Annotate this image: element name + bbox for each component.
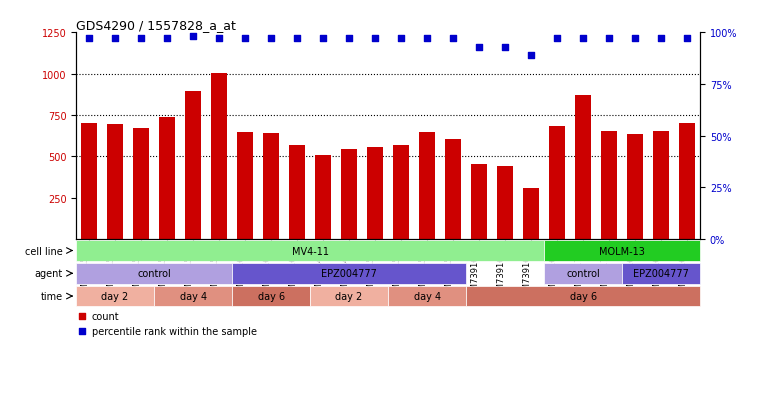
Text: EPZ004777: EPZ004777 [321,268,377,279]
Point [499,44,511,51]
Bar [471,164,487,240]
Point [655,36,667,43]
Point [291,36,303,43]
Text: day 6: day 6 [569,291,597,301]
Point [551,36,563,43]
FancyBboxPatch shape [232,263,466,284]
Point [577,36,589,43]
Point [525,52,537,59]
Point [343,36,355,43]
Point [369,36,381,43]
Bar [497,167,513,240]
Bar [212,74,227,240]
Bar [653,131,669,240]
Bar [368,148,383,240]
Text: time: time [41,291,63,301]
Text: day 2: day 2 [336,291,363,301]
Text: day 2: day 2 [101,291,129,301]
Bar [237,133,253,240]
Point [187,34,199,40]
Point [629,36,642,43]
Point [473,44,486,51]
Text: EPZ004777: EPZ004777 [633,268,689,279]
Text: agent: agent [35,268,63,279]
Bar [81,124,97,240]
FancyBboxPatch shape [154,286,232,306]
FancyBboxPatch shape [76,263,232,284]
Point [135,36,147,43]
Text: percentile rank within the sample: percentile rank within the sample [92,326,256,336]
Point [213,36,225,43]
FancyBboxPatch shape [622,263,700,284]
Bar [315,155,331,240]
Bar [419,133,435,240]
Text: cell line: cell line [25,246,63,256]
Point [603,36,615,43]
FancyBboxPatch shape [232,286,310,306]
Bar [575,96,591,240]
Point [447,36,459,43]
Bar [289,145,305,240]
Text: control: control [137,268,171,279]
Text: GDS4290 / 1557828_a_at: GDS4290 / 1557828_a_at [76,19,236,32]
Point [395,36,407,43]
Bar [549,126,565,240]
FancyBboxPatch shape [76,286,154,306]
Bar [445,140,461,240]
Text: control: control [566,268,600,279]
Bar [524,188,539,240]
Bar [186,92,201,240]
Bar [159,117,175,240]
FancyBboxPatch shape [76,241,544,261]
Point [109,36,121,43]
Text: count: count [92,311,119,322]
Point [265,36,277,43]
FancyBboxPatch shape [544,263,622,284]
Bar [627,135,643,240]
Point [421,36,433,43]
Bar [393,145,409,240]
FancyBboxPatch shape [388,286,466,306]
Text: day 6: day 6 [257,291,285,301]
Point [83,36,95,43]
FancyBboxPatch shape [310,286,388,306]
Text: MOLM-13: MOLM-13 [599,246,645,256]
Text: day 4: day 4 [180,291,207,301]
Bar [263,134,279,240]
Point [239,36,251,43]
Bar [133,129,149,240]
Point [76,313,88,320]
FancyBboxPatch shape [466,286,700,306]
Text: day 4: day 4 [413,291,441,301]
Point [317,36,330,43]
Bar [341,150,357,240]
Bar [601,132,617,240]
FancyBboxPatch shape [544,241,700,261]
Text: MV4-11: MV4-11 [291,246,329,256]
Point [76,328,88,335]
Bar [107,125,123,240]
Bar [680,124,695,240]
Point [681,36,693,43]
Point [161,36,174,43]
